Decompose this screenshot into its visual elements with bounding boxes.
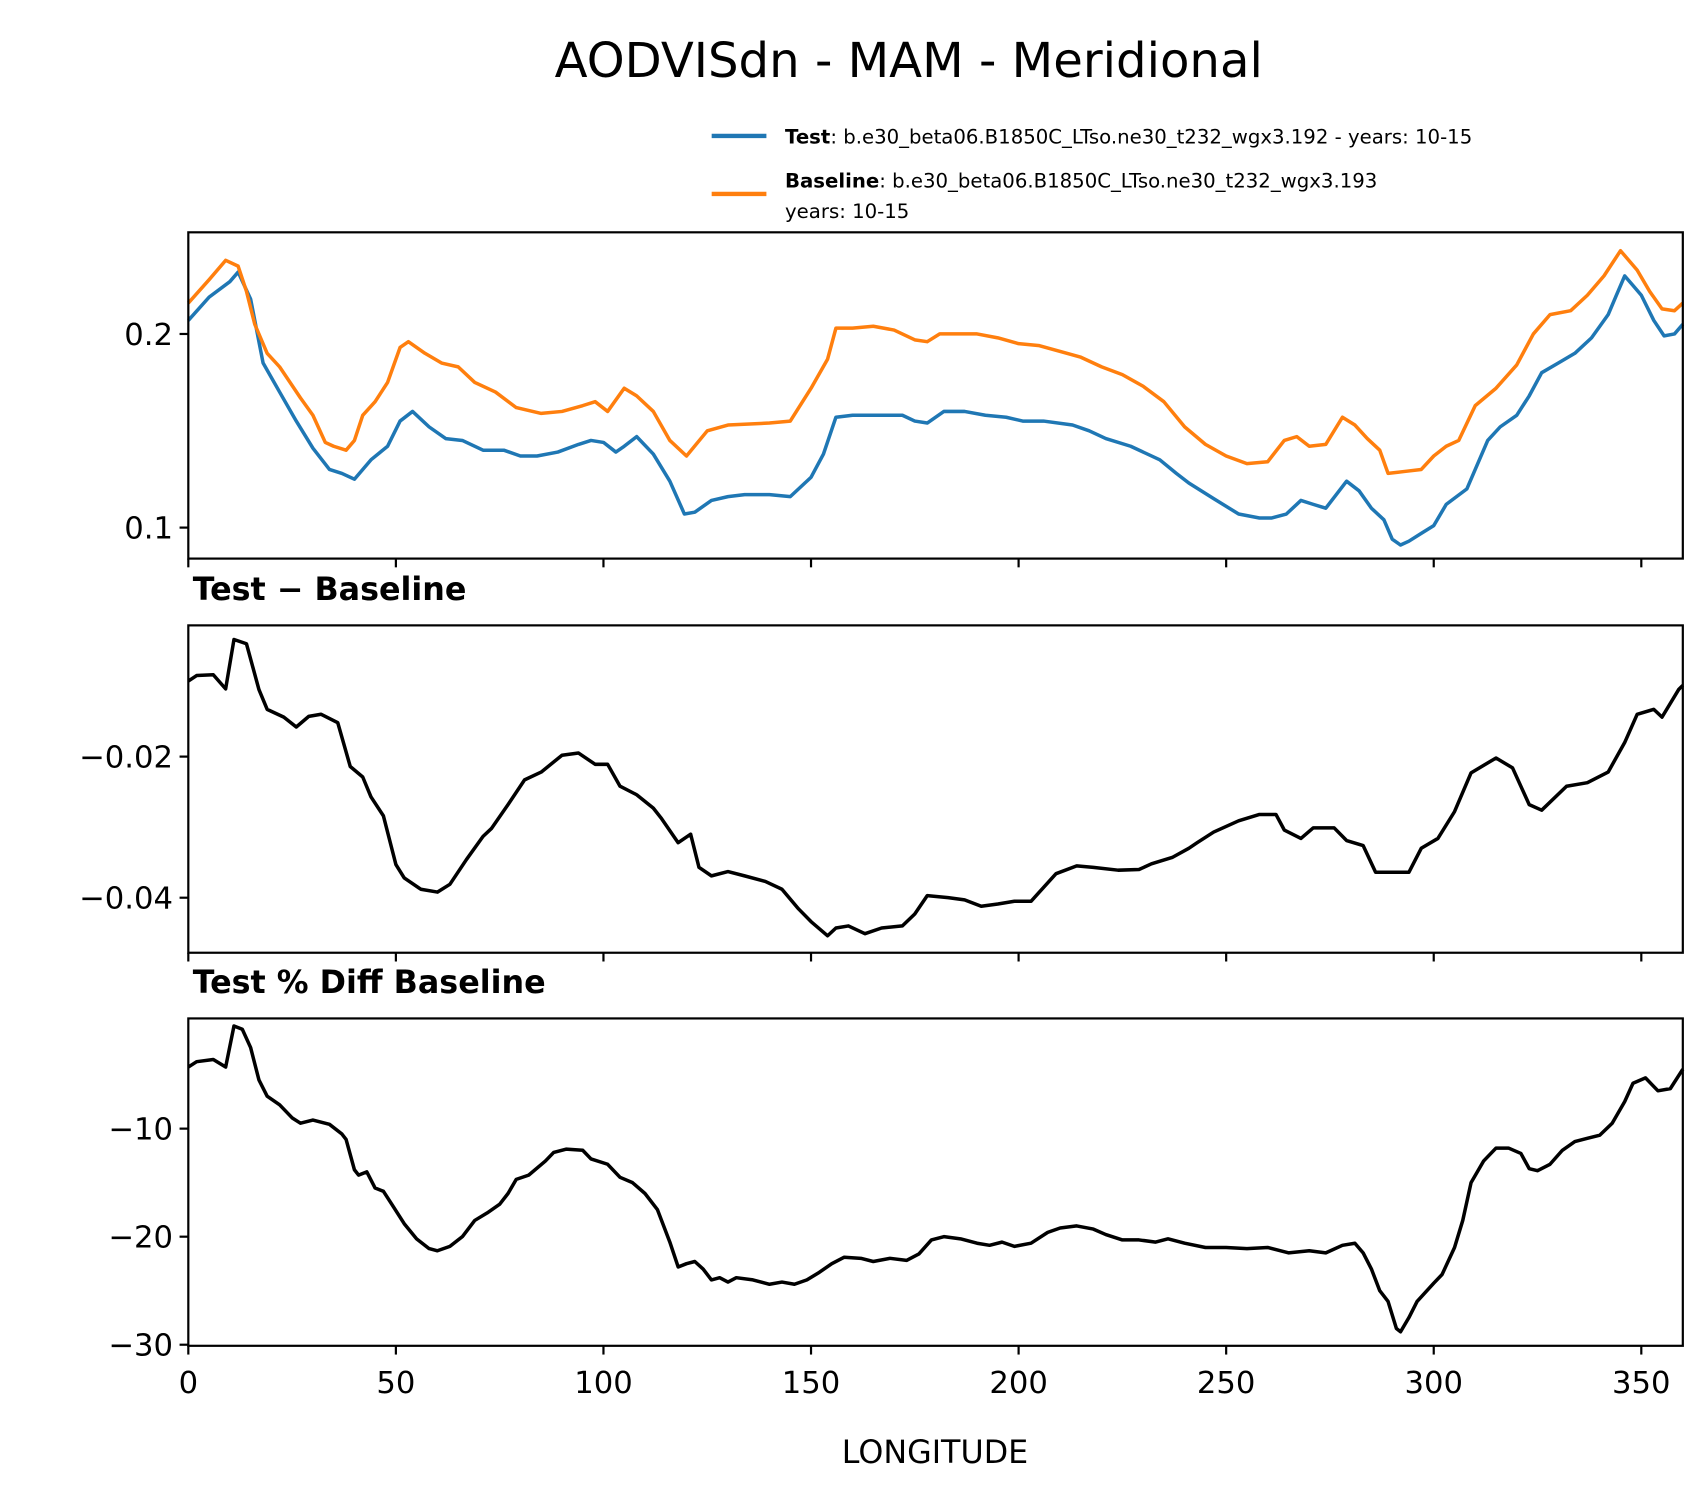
y-tick-label: 0.1 bbox=[124, 512, 173, 547]
x-tick-label: 100 bbox=[574, 1366, 632, 1401]
svg-text:Test: b.e30_beta06.B1850C_LTso: Test: b.e30_beta06.B1850C_LTso.ne30_t232… bbox=[785, 126, 1472, 149]
y-tick-label: −10 bbox=[108, 1113, 173, 1148]
legend-label-test: Test bbox=[785, 126, 830, 149]
panel-percent-diff: 0 50 100 150 200 250 300 350 −10 −20 −30 bbox=[108, 1017, 1685, 1401]
legend-label-baseline: Baseline bbox=[785, 169, 879, 192]
axes-frame bbox=[187, 231, 1684, 560]
panel-2-title: Test − Baseline bbox=[193, 572, 467, 608]
series-line-baseline bbox=[187, 248, 1685, 476]
panel-difference: −0.02 −0.04 bbox=[79, 624, 1685, 962]
y-tick-label: −20 bbox=[108, 1221, 173, 1256]
legend-text-baseline-years: years: 10-15 bbox=[785, 200, 909, 223]
series-line-test bbox=[187, 270, 1685, 547]
x-tick-label: 300 bbox=[1404, 1366, 1462, 1401]
legend: Test: b.e30_beta06.B1850C_LTso.ne30_t232… bbox=[711, 126, 1472, 223]
chart-title: AODVISdn - MAM - Meridional bbox=[555, 33, 1263, 89]
y-tick-label: 0.2 bbox=[124, 318, 173, 353]
series-line-test-baseline bbox=[187, 637, 1685, 938]
panel-mean: 0.1 0.2 bbox=[124, 231, 1685, 568]
series-line-test-diff-baseline bbox=[187, 1024, 1685, 1334]
x-axis-label: LONGITUDE bbox=[842, 1435, 1028, 1471]
x-tick-label: 200 bbox=[989, 1366, 1047, 1401]
y-tick-label: −0.04 bbox=[79, 882, 173, 917]
y-tick-label: −30 bbox=[108, 1329, 173, 1364]
x-tick-label: 0 bbox=[179, 1366, 199, 1401]
svg-text:Baseline: b.e30_beta06.B1850C_: Baseline: b.e30_beta06.B1850C_LTso.ne30_… bbox=[785, 169, 1377, 192]
axes-frame bbox=[187, 1017, 1684, 1347]
y-tick-label: −0.02 bbox=[79, 741, 173, 776]
legend-text-baseline: : b.e30_beta06.B1850C_LTso.ne30_t232_wgx… bbox=[879, 169, 1377, 192]
x-tick-label: 350 bbox=[1612, 1366, 1670, 1401]
x-tick-label: 50 bbox=[376, 1366, 415, 1401]
panel-3-title: Test % Diff Baseline bbox=[193, 965, 546, 1001]
legend-text-test: : b.e30_beta06.B1850C_LTso.ne30_t232_wgx… bbox=[830, 126, 1472, 149]
x-tick-label: 150 bbox=[782, 1366, 840, 1401]
axes-frame bbox=[187, 624, 1684, 954]
x-tick-label: 250 bbox=[1197, 1366, 1255, 1401]
